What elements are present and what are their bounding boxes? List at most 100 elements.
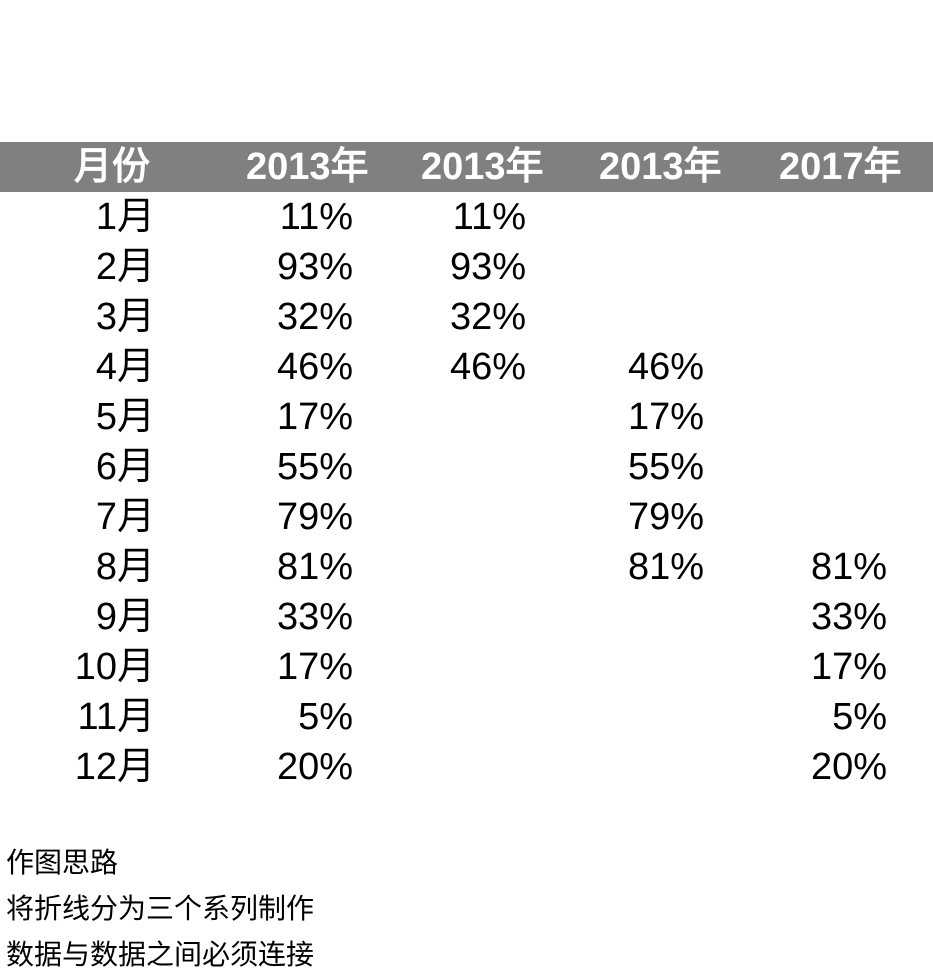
cell-series-3-value: 17% xyxy=(627,396,704,438)
table-row: 3月 32% 32% xyxy=(0,292,933,342)
cell-series-1[interactable]: 46% xyxy=(220,342,398,392)
cell-series-2[interactable] xyxy=(398,742,570,792)
cell-month[interactable]: 2月 xyxy=(0,242,220,292)
cell-month[interactable]: 3月 xyxy=(0,292,220,342)
header-series-1[interactable]: 2013年 xyxy=(246,146,369,188)
header-series-2[interactable]: 2013年 xyxy=(421,146,544,188)
cell-series-3[interactable]: 79% xyxy=(570,492,747,542)
cell-series-1[interactable]: 20% xyxy=(220,742,398,792)
table-row: 9月 33% 33% xyxy=(0,592,933,642)
cell-series-1[interactable]: 17% xyxy=(220,392,398,442)
cell-series-2-value: 32% xyxy=(449,296,526,338)
cell-series-1-value: 11% xyxy=(279,196,353,238)
table-row: 12月 20% 20% xyxy=(0,742,933,792)
cell-series-2[interactable] xyxy=(398,642,570,692)
cell-series-1[interactable]: 33% xyxy=(220,592,398,642)
table-row: 11月 5% 5% xyxy=(0,692,933,742)
cell-series-1[interactable]: 93% xyxy=(220,242,398,292)
cell-series-2[interactable]: 32% xyxy=(398,292,570,342)
cell-month[interactable]: 11月 xyxy=(0,692,220,742)
cell-series-4[interactable]: 81% xyxy=(747,542,933,592)
cell-series-1-value: 32% xyxy=(276,296,353,338)
cell-month-value: 5月 xyxy=(95,396,155,438)
note-line: 将折线分为三个系列制作 xyxy=(6,893,315,924)
header-series-3[interactable]: 2013年 xyxy=(599,146,722,188)
cell-series-1-value: 81% xyxy=(276,546,353,588)
cell-series-3[interactable]: 17% xyxy=(570,392,747,442)
cell-series-1[interactable]: 79% xyxy=(220,492,398,542)
cell-month[interactable]: 8月 xyxy=(0,542,220,592)
cell-series-3[interactable]: 46% xyxy=(570,342,747,392)
cell-month-value: 6月 xyxy=(95,446,155,488)
table-row: 10月 17% 17% xyxy=(0,642,933,692)
cell-series-2[interactable] xyxy=(398,692,570,742)
cell-series-2[interactable]: 11% xyxy=(398,192,570,242)
cell-month-value: 9月 xyxy=(95,596,155,638)
cell-month[interactable]: 5月 xyxy=(0,392,220,442)
cell-month[interactable]: 7月 xyxy=(0,492,220,542)
cell-series-3-value: 81% xyxy=(627,546,704,588)
cell-series-2-value: 11% xyxy=(452,196,526,238)
cell-month-value: 1月 xyxy=(95,196,155,238)
table-row: 8月 81% 81% 81% xyxy=(0,542,933,592)
cell-month-value: 8月 xyxy=(95,546,155,588)
table-row: 6月 55% 55% xyxy=(0,442,933,492)
header-series-4[interactable]: 2017年 xyxy=(779,146,902,188)
cell-series-4[interactable] xyxy=(747,192,933,242)
note-line: 数据与数据之间必须连接 xyxy=(6,939,315,970)
cell-month[interactable]: 12月 xyxy=(0,742,220,792)
cell-series-4-value: 33% xyxy=(810,596,887,638)
cell-series-2[interactable] xyxy=(398,492,570,542)
cell-series-1[interactable]: 55% xyxy=(220,442,398,492)
table-row: 5月 17% 17% xyxy=(0,392,933,442)
cell-series-1[interactable]: 11% xyxy=(220,192,398,242)
cell-series-2[interactable]: 93% xyxy=(398,242,570,292)
cell-series-1-value: 33% xyxy=(276,596,353,638)
cell-series-3[interactable]: 81% xyxy=(570,542,747,592)
cell-series-4[interactable]: 17% xyxy=(747,642,933,692)
cell-series-3[interactable] xyxy=(570,642,747,692)
cell-series-3[interactable] xyxy=(570,592,747,642)
cell-series-4[interactable] xyxy=(747,392,933,442)
cell-series-3[interactable] xyxy=(570,192,747,242)
cell-series-1-value: 5% xyxy=(298,696,353,738)
cell-series-2[interactable] xyxy=(398,442,570,492)
cell-series-1-value: 46% xyxy=(276,346,353,388)
cell-month[interactable]: 1月 xyxy=(0,192,220,242)
cell-series-1[interactable]: 81% xyxy=(220,542,398,592)
cell-series-4[interactable]: 5% xyxy=(747,692,933,742)
cell-series-3-value: 79% xyxy=(627,496,704,538)
cell-series-1[interactable]: 17% xyxy=(220,642,398,692)
cell-series-1-value: 17% xyxy=(276,646,353,688)
cell-series-2[interactable] xyxy=(398,592,570,642)
notes-section: 作图思路 将折线分为三个系列制作 数据与数据之间必须连接 xyxy=(6,840,314,978)
cell-month[interactable]: 10月 xyxy=(0,642,220,692)
cell-series-4[interactable] xyxy=(747,342,933,392)
cell-month[interactable]: 6月 xyxy=(0,442,220,492)
cell-series-4[interactable] xyxy=(747,242,933,292)
cell-series-4-value: 5% xyxy=(832,696,887,738)
cell-month-value: 4月 xyxy=(95,346,155,388)
cell-series-3[interactable] xyxy=(570,242,747,292)
cell-month[interactable]: 9月 xyxy=(0,592,220,642)
header-month[interactable]: 月份 xyxy=(74,146,151,188)
note-line: 作图思路 xyxy=(6,847,119,878)
cell-series-3[interactable] xyxy=(570,292,747,342)
cell-series-2[interactable]: 46% xyxy=(398,342,570,392)
cell-series-3[interactable]: 55% xyxy=(570,442,747,492)
cell-series-1[interactable]: 32% xyxy=(220,292,398,342)
cell-series-4[interactable] xyxy=(747,292,933,342)
cell-series-4[interactable]: 20% xyxy=(747,742,933,792)
cell-series-4[interactable] xyxy=(747,492,933,542)
cell-series-2[interactable] xyxy=(398,392,570,442)
cell-series-2[interactable] xyxy=(398,542,570,592)
cell-series-3[interactable] xyxy=(570,742,747,792)
cell-series-3[interactable] xyxy=(570,692,747,742)
cell-series-1[interactable]: 5% xyxy=(220,692,398,742)
cell-month[interactable]: 4月 xyxy=(0,342,220,392)
cell-month-value: 7月 xyxy=(95,496,155,538)
cell-series-4[interactable] xyxy=(747,442,933,492)
cell-month-value: 10月 xyxy=(74,646,155,688)
cell-series-4-value: 17% xyxy=(810,646,887,688)
cell-series-4[interactable]: 33% xyxy=(747,592,933,642)
